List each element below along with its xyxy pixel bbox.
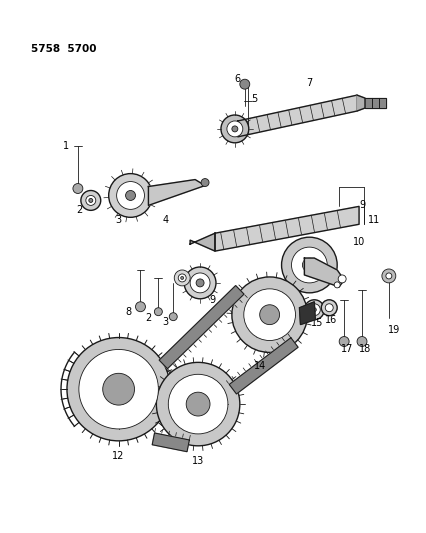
- Circle shape: [338, 336, 348, 346]
- Text: 2: 2: [75, 205, 82, 215]
- Circle shape: [320, 300, 337, 316]
- Circle shape: [109, 174, 152, 217]
- Polygon shape: [356, 95, 364, 111]
- Text: 5: 5: [251, 94, 257, 104]
- Polygon shape: [237, 95, 356, 137]
- Polygon shape: [378, 98, 385, 108]
- Circle shape: [356, 336, 366, 346]
- Text: 7: 7: [305, 78, 312, 88]
- Circle shape: [308, 304, 320, 316]
- Circle shape: [169, 313, 177, 321]
- Circle shape: [184, 267, 216, 299]
- Circle shape: [190, 273, 210, 293]
- Circle shape: [196, 279, 204, 287]
- Text: 10: 10: [352, 237, 364, 247]
- Circle shape: [79, 350, 158, 429]
- Text: 9: 9: [208, 295, 215, 305]
- Circle shape: [239, 79, 249, 89]
- Circle shape: [168, 374, 227, 434]
- Text: 14: 14: [253, 361, 265, 372]
- Circle shape: [220, 115, 248, 143]
- Text: 9: 9: [358, 200, 364, 211]
- Circle shape: [67, 337, 170, 441]
- Circle shape: [86, 196, 95, 205]
- Circle shape: [178, 274, 186, 282]
- Text: 2: 2: [145, 313, 151, 322]
- Text: 13: 13: [192, 456, 204, 466]
- Circle shape: [186, 392, 210, 416]
- Polygon shape: [229, 338, 297, 394]
- Circle shape: [325, 304, 332, 312]
- Circle shape: [334, 282, 340, 288]
- Circle shape: [201, 179, 209, 187]
- Text: 3: 3: [115, 215, 121, 225]
- Polygon shape: [159, 286, 243, 369]
- Circle shape: [381, 269, 395, 283]
- Circle shape: [302, 258, 316, 272]
- Circle shape: [243, 289, 295, 341]
- Circle shape: [156, 362, 239, 446]
- Circle shape: [73, 183, 83, 193]
- Polygon shape: [371, 98, 378, 108]
- Circle shape: [226, 121, 242, 137]
- Text: 19: 19: [387, 325, 399, 335]
- Circle shape: [259, 305, 279, 325]
- Circle shape: [81, 190, 101, 211]
- Text: 18: 18: [358, 344, 370, 354]
- Polygon shape: [364, 98, 371, 108]
- Circle shape: [281, 237, 337, 293]
- Text: 4: 4: [162, 215, 168, 225]
- Text: 12: 12: [112, 451, 124, 461]
- Circle shape: [231, 277, 307, 352]
- Text: 15: 15: [311, 318, 323, 328]
- Circle shape: [304, 300, 323, 320]
- Circle shape: [291, 247, 326, 283]
- Text: 17: 17: [340, 344, 352, 354]
- Circle shape: [180, 277, 183, 279]
- Circle shape: [154, 308, 162, 316]
- Polygon shape: [214, 206, 358, 251]
- Polygon shape: [299, 302, 314, 325]
- Text: 16: 16: [324, 314, 337, 325]
- Text: 1: 1: [63, 141, 69, 151]
- Circle shape: [337, 275, 345, 283]
- Polygon shape: [190, 233, 214, 251]
- Polygon shape: [148, 180, 204, 205]
- Text: 8: 8: [125, 306, 131, 317]
- Circle shape: [385, 273, 391, 279]
- Polygon shape: [152, 433, 189, 451]
- Circle shape: [312, 308, 316, 312]
- Text: 6: 6: [234, 74, 240, 84]
- Circle shape: [125, 190, 135, 200]
- Circle shape: [174, 270, 190, 286]
- Circle shape: [231, 126, 237, 132]
- Circle shape: [135, 302, 145, 312]
- Polygon shape: [304, 258, 343, 287]
- Circle shape: [103, 373, 134, 405]
- Text: 11: 11: [367, 215, 379, 225]
- Text: 5758  5700: 5758 5700: [31, 44, 96, 54]
- Text: 3: 3: [162, 317, 168, 327]
- Circle shape: [89, 198, 92, 203]
- Circle shape: [116, 182, 144, 209]
